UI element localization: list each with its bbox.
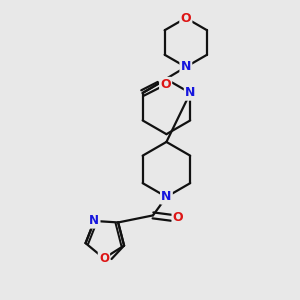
- Text: N: N: [161, 190, 172, 203]
- Text: O: O: [181, 11, 191, 25]
- Text: N: N: [89, 214, 99, 227]
- Text: N: N: [185, 86, 195, 100]
- Text: N: N: [181, 61, 191, 74]
- Text: O: O: [99, 252, 109, 265]
- Text: O: O: [173, 211, 183, 224]
- Text: O: O: [160, 78, 171, 91]
